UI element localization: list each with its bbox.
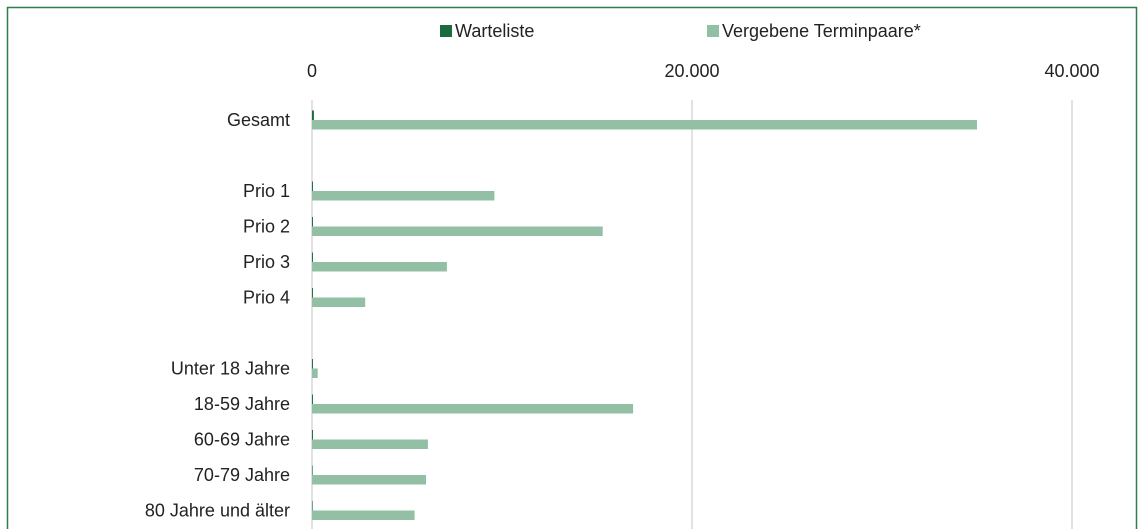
bar	[312, 297, 366, 307]
y-tick-label: Prio 3	[243, 252, 290, 272]
y-tick-label: 18-59 Jahre	[194, 394, 290, 414]
x-tick-label: 40.000	[1044, 61, 1099, 81]
bar	[312, 110, 314, 120]
bar	[312, 217, 313, 227]
bar	[312, 430, 313, 440]
bar	[312, 191, 495, 201]
legend-swatch	[707, 25, 719, 37]
bar	[312, 465, 313, 475]
y-tick-label: 60-69 Jahre	[194, 429, 290, 449]
bar	[312, 501, 313, 511]
bar	[312, 226, 603, 236]
y-tick-label: Prio 2	[243, 216, 290, 236]
legend-swatch	[440, 25, 452, 37]
bar	[312, 510, 415, 520]
y-tick-label: Prio 4	[243, 287, 290, 307]
bar	[312, 439, 428, 449]
y-tick-label: Unter 18 Jahre	[171, 358, 290, 378]
bar	[312, 181, 313, 191]
x-tick-label: 0	[307, 61, 317, 81]
legend-label: Vergebene Terminpaare*	[722, 21, 921, 41]
bar	[312, 120, 977, 130]
bar	[312, 359, 313, 369]
chart-border	[6, 6, 1138, 529]
bar	[312, 262, 447, 272]
y-tick-label: 70-79 Jahre	[194, 465, 290, 485]
bar	[312, 475, 426, 485]
bar	[312, 404, 634, 414]
legend-label: Warteliste	[455, 21, 534, 41]
bar	[312, 288, 313, 298]
y-tick-label: Gesamt	[227, 110, 290, 130]
y-tick-label: Prio 1	[243, 181, 290, 201]
bar	[312, 394, 313, 404]
bar	[312, 368, 318, 378]
y-tick-label: 80 Jahre und älter	[145, 500, 290, 520]
x-tick-label: 20.000	[664, 61, 719, 81]
bar	[312, 252, 313, 262]
